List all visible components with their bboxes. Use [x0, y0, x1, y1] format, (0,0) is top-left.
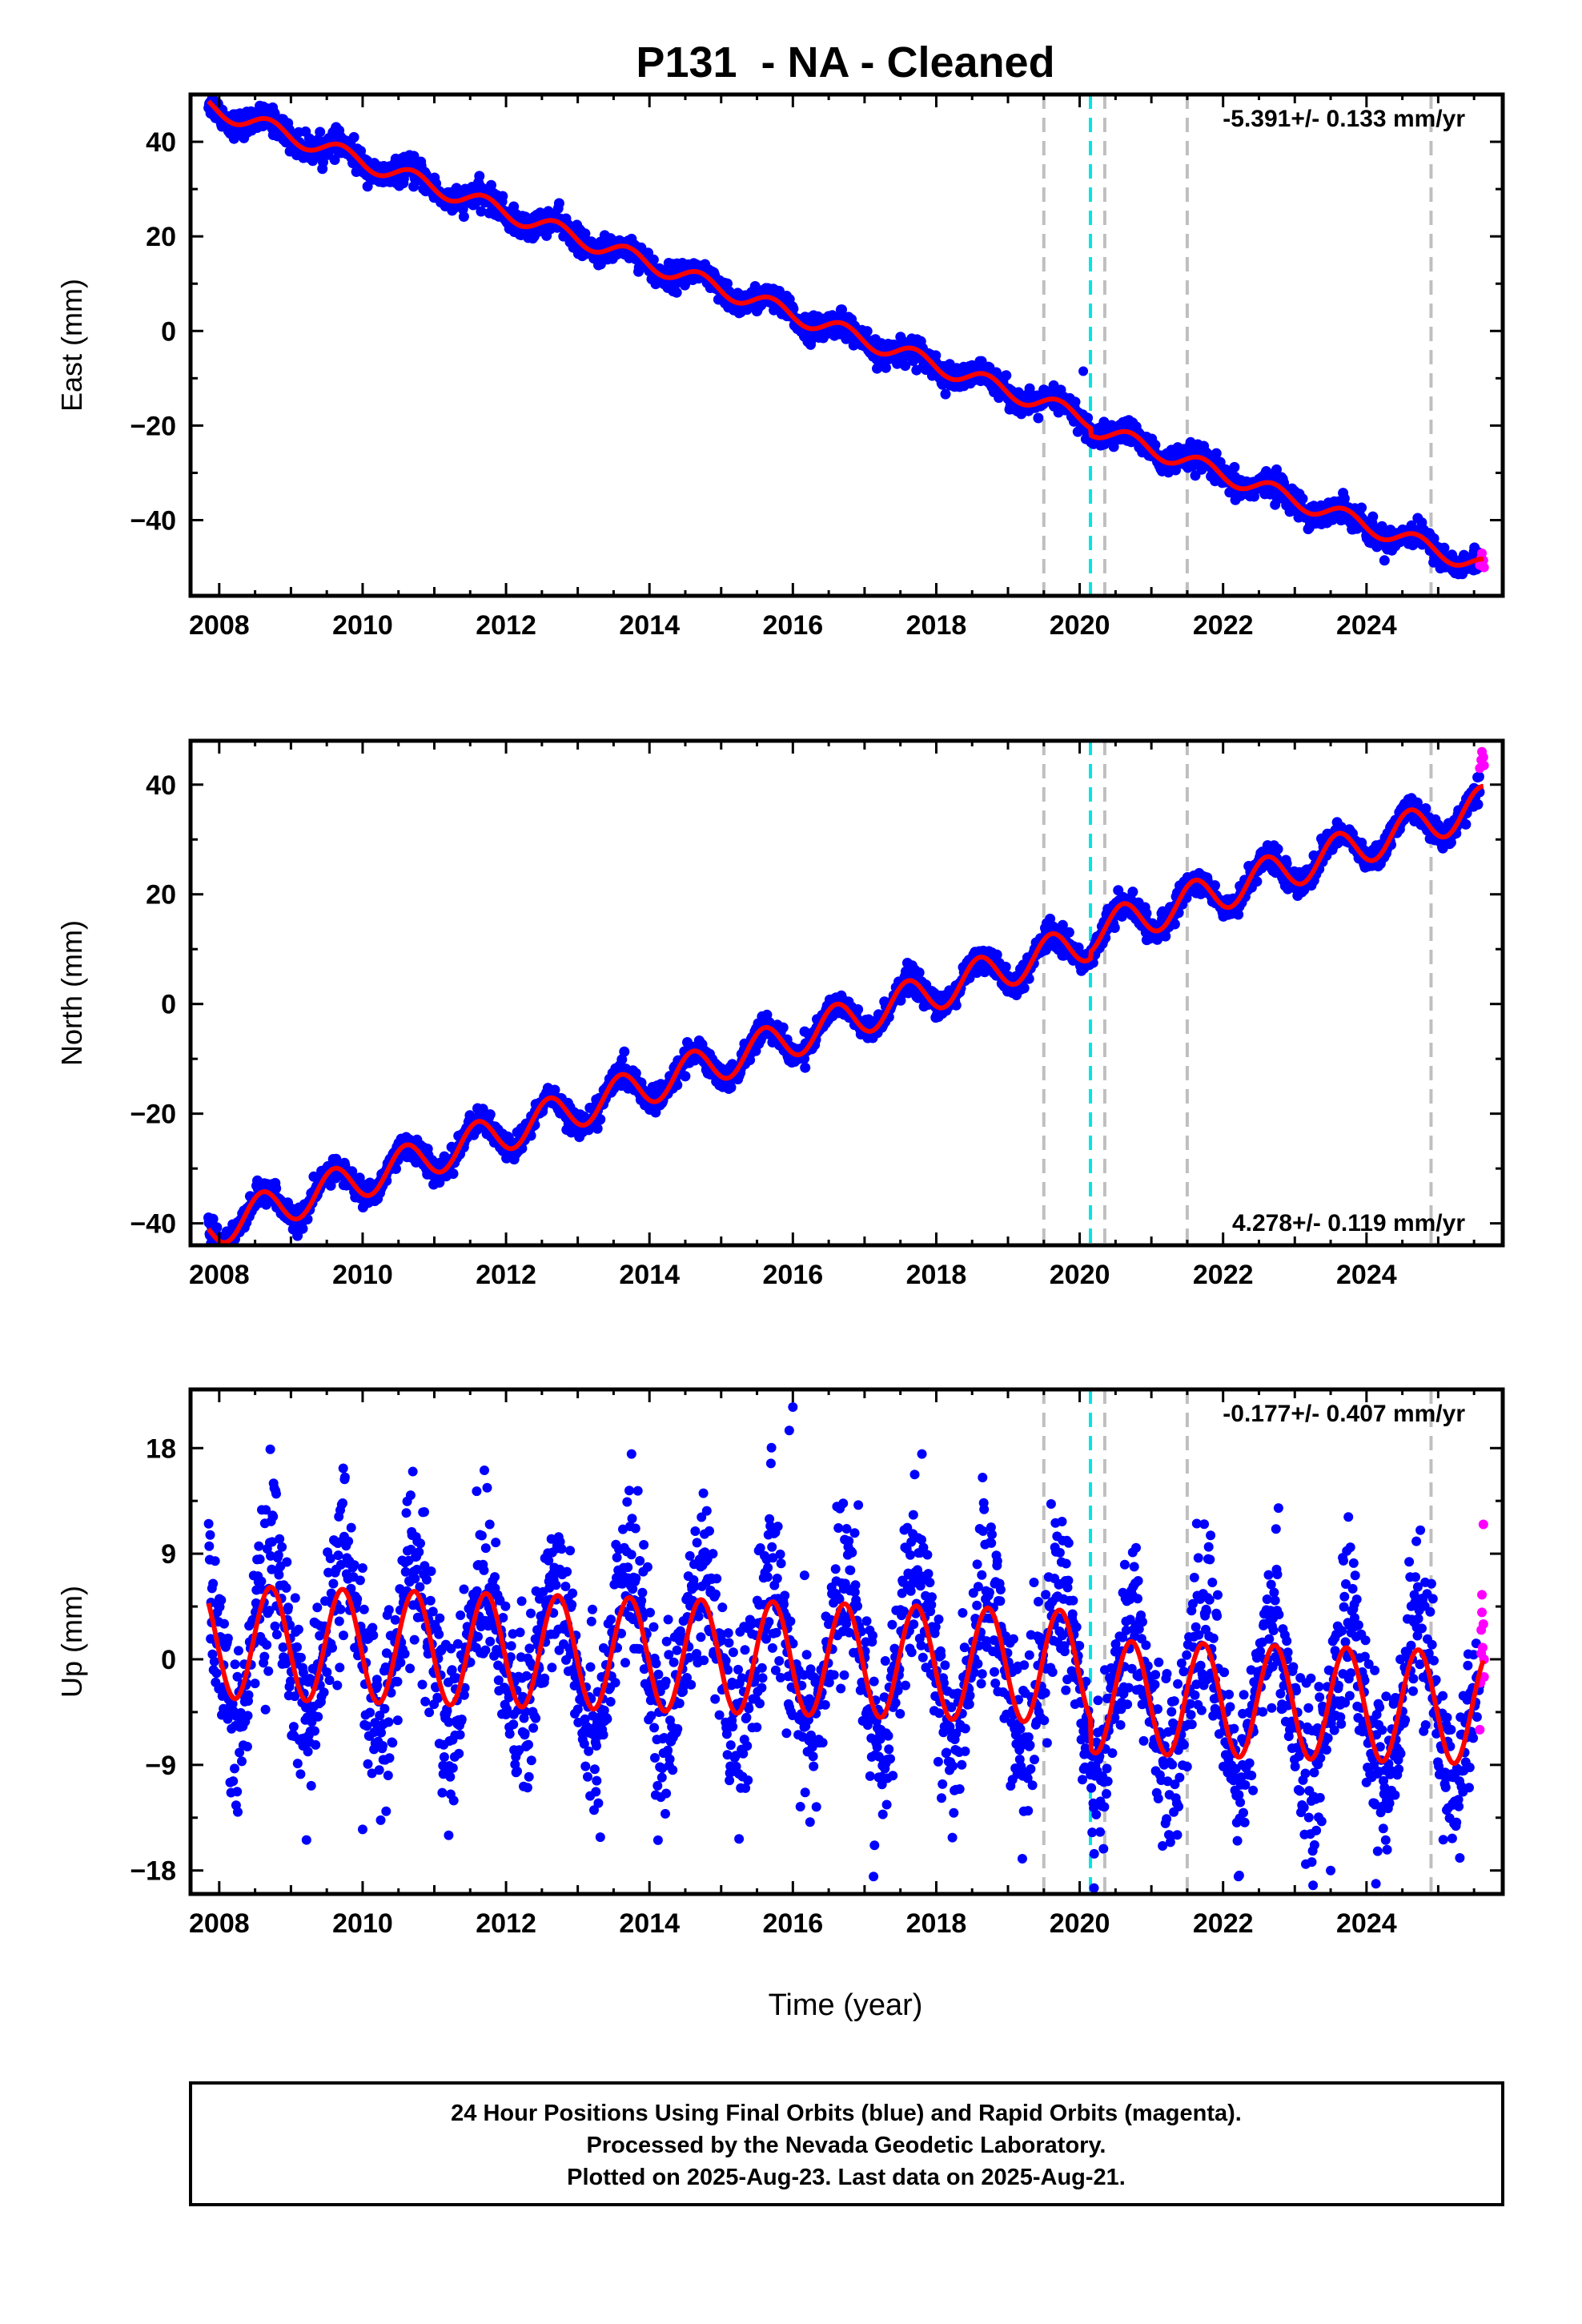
final-point	[215, 1247, 226, 1257]
final-point	[211, 1222, 223, 1233]
x-tick-label: 2010	[332, 610, 393, 641]
final-point	[1127, 887, 1138, 898]
final-point	[1439, 542, 1450, 553]
final-point	[777, 1022, 789, 1033]
final-point	[1033, 412, 1044, 424]
final-point	[474, 171, 485, 182]
final-point	[1150, 440, 1161, 451]
east-panel: 2008 2010 2012 2014 2016 2018 2020 2022 2024 −40 −…	[55, 92, 1505, 641]
final-point	[648, 254, 659, 265]
final-point	[1249, 491, 1259, 502]
final-point	[1063, 927, 1074, 938]
final-point	[1428, 533, 1439, 544]
panel-frame	[188, 92, 1505, 598]
final-point	[853, 1004, 864, 1015]
final-point	[1109, 923, 1120, 933]
y-tick-label: 0	[161, 316, 176, 347]
final-point	[553, 198, 564, 209]
final-point	[671, 287, 682, 298]
final-orbit-points	[203, 94, 1489, 580]
final-point	[476, 206, 487, 217]
rate-annotation: -5.391+/- 0.133 mm/yr	[1223, 106, 1465, 132]
final-point	[722, 278, 733, 289]
final-point	[1000, 961, 1011, 972]
plot-title: P131 - NA - Cleaned	[636, 38, 1054, 86]
final-point	[315, 127, 326, 138]
x-tick-label: 2022	[1193, 610, 1254, 641]
final-point	[940, 388, 951, 400]
final-point	[348, 131, 359, 143]
final-point	[1211, 448, 1222, 459]
final-point	[221, 1248, 231, 1258]
final-point	[1297, 493, 1308, 505]
x-tick-label: 2016	[763, 610, 824, 641]
x-tick-label: 2020	[1050, 610, 1110, 641]
final-point	[913, 967, 925, 978]
final-point	[800, 1062, 811, 1073]
final-point	[362, 181, 373, 192]
y-tick-label: 20	[146, 222, 176, 252]
final-point	[1070, 396, 1081, 408]
final-point	[224, 1247, 235, 1257]
final-point	[391, 1164, 401, 1174]
final-point	[881, 362, 891, 373]
outlier-point-0	[1078, 366, 1089, 376]
rapid-point-4	[1479, 562, 1489, 573]
final-point	[1229, 461, 1240, 472]
final-point	[1339, 493, 1350, 504]
model-curve	[207, 99, 1484, 568]
y-tick-label: −20	[130, 411, 176, 441]
final-point	[1251, 876, 1263, 887]
x-tick-label: 2024	[1336, 610, 1397, 641]
final-point	[458, 211, 469, 222]
final-point	[329, 155, 340, 165]
north-panel: 2008 2010 2012 2014 2016 2018 2020 2022 2024−40−…	[55, 738, 1505, 1290]
x-tick-label: 2018	[906, 610, 967, 641]
final-point	[1160, 931, 1171, 942]
final-point	[592, 1123, 603, 1134]
x-tick-label: 2008	[189, 610, 250, 641]
final-point	[1018, 983, 1030, 994]
final-point	[271, 1183, 282, 1194]
final-point	[680, 1071, 691, 1082]
final-point	[484, 1109, 496, 1120]
final-point	[1272, 843, 1283, 854]
final-point	[1271, 464, 1282, 475]
final-point	[227, 1247, 237, 1257]
final-point	[1356, 502, 1367, 513]
final-point	[900, 360, 911, 372]
final-point	[448, 1168, 459, 1180]
final-point	[220, 1247, 231, 1257]
final-point	[207, 1213, 219, 1224]
final-point	[1082, 412, 1094, 424]
final-point	[486, 179, 496, 191]
final-point	[354, 1172, 365, 1184]
final-point	[325, 1180, 336, 1191]
final-point	[861, 326, 873, 337]
x-tick-label: 2012	[476, 610, 536, 641]
final-point	[1376, 521, 1387, 532]
final-point	[1367, 511, 1379, 522]
y-tick-label: 40	[146, 127, 176, 158]
final-point	[619, 1046, 630, 1057]
final-point	[1379, 555, 1390, 566]
y-tick-label: −40	[130, 506, 176, 537]
final-point	[297, 1223, 308, 1234]
final-point	[497, 191, 508, 202]
final-point	[1001, 370, 1012, 381]
y-axis-label: East (mm)	[55, 279, 88, 412]
x-tick-label: 2014	[619, 610, 680, 641]
